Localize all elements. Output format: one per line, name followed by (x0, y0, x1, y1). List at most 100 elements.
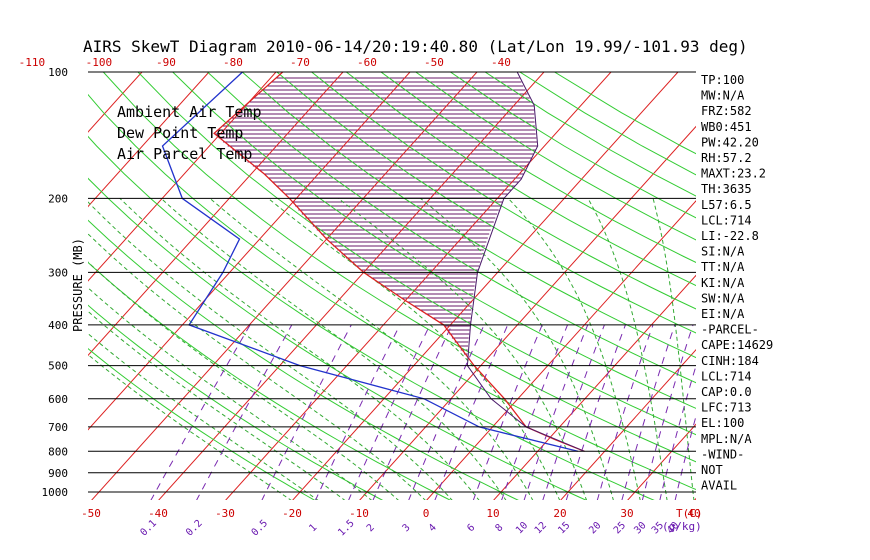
pressure-tick-label: 600 (48, 393, 68, 406)
mixing-ratio-line (348, 324, 431, 500)
dry-adiabat-line (380, 72, 696, 264)
mixing-ratio-tick-label: 1 (307, 522, 319, 534)
legend: Ambient Air Temp Dew Point Temp Air Parc… (117, 103, 262, 163)
stat-item: -PARCEL- (701, 323, 759, 337)
stat-item: CAPE:14629 (701, 338, 773, 352)
legend-ambient-air-temp: Ambient Air Temp (117, 103, 262, 121)
pressure-tick-label: 100 (48, 66, 68, 79)
dry-adiabat-line (88, 348, 316, 500)
isotherm-line (761, 72, 870, 501)
mixing-ratio-line (501, 324, 568, 500)
bottom-temp-tick-label: 30 (620, 507, 633, 520)
stat-item: -WIND- (701, 447, 744, 461)
mixing-ratio-tick-label: 0.1 (138, 518, 159, 539)
bottom-temp-tick-label: 0 (423, 507, 430, 520)
stat-item: EL:100 (701, 416, 744, 430)
stat-item: LFC:713 (701, 401, 752, 415)
mixing-ratio-tick-label: 15 (556, 520, 572, 536)
mixing-ratio-tick-label: 4 (427, 522, 439, 534)
mixing-ratio-tick-label: 12 (533, 520, 549, 536)
moist-adiabat-line (267, 198, 561, 500)
pressure-tick-label: 1000 (42, 486, 69, 499)
moist-adiabat-line (119, 198, 480, 500)
moist-adiabat-line (507, 198, 641, 500)
pressure-tick-label: 300 (48, 266, 68, 279)
stat-item: MW:N/A (701, 89, 745, 103)
mixing-ratio-tick-label: 25 (612, 520, 628, 536)
bottom-temp-tick-label: -10 (349, 507, 369, 520)
isotherm-line (88, 72, 277, 282)
stat-item: CINH:184 (701, 354, 759, 368)
isotherm-line (0, 72, 75, 501)
pressure-tick-label: 900 (48, 467, 68, 480)
isotherm-line (292, 72, 679, 500)
top-temp-tick-label: -100 (86, 56, 113, 69)
dew-point-temp-line (161, 72, 578, 452)
bottom-temp-tick-label: -40 (148, 507, 168, 520)
stat-item: RH:57.2 (701, 151, 752, 165)
dry-adiabat-line (172, 72, 696, 409)
chart-title: AIRS SkewT Diagram 2010-06-14/20:19:40.8… (83, 37, 748, 56)
isotherm-line (88, 72, 210, 208)
moist-adiabat-line (88, 287, 373, 500)
isotherm-line (88, 72, 344, 357)
mixing-ratio-line (659, 364, 696, 500)
mixing-ratio-tick-label: 10 (514, 520, 530, 536)
stat-item: SI:N/A (701, 245, 745, 259)
moist-adiabat-line (420, 198, 614, 500)
dry-adiabat-line (88, 135, 655, 500)
stat-item: CAP:0.0 (701, 385, 752, 399)
stat-item: TH:3635 (701, 182, 752, 196)
top-temp-tick-label: -50 (424, 56, 444, 69)
mixing-ratio-line (408, 324, 485, 500)
mixing-ratio-line (674, 414, 696, 500)
y-axis-label: PRESSURE (MB) (71, 238, 85, 332)
dry-adiabat-line (311, 72, 696, 310)
stat-item: TT:N/A (701, 260, 745, 274)
dry-adiabat-line (88, 177, 587, 500)
mixing-ratio-tick-label: 0.5 (250, 518, 271, 539)
mixing-ratio-line (523, 324, 589, 500)
mixing-ratio-line (596, 324, 654, 500)
mixing-ratio-line (621, 324, 676, 500)
mixing-ratio-tick-label: 3 (401, 522, 413, 534)
stat-item: LI:-22.8 (701, 229, 759, 243)
stat-item: MAXT:23.2 (701, 167, 766, 181)
dry-adiabat-line (207, 72, 696, 384)
bottom-temp-tick-label: 40 (687, 507, 700, 520)
isotherm-line (91, 72, 478, 500)
top-temp-tick-label: -40 (491, 56, 511, 69)
pressure-tick-label: 400 (48, 319, 68, 332)
pressure-tick-label: 800 (48, 445, 68, 458)
stat-item: MPL:N/A (701, 432, 752, 446)
stat-item: WB0:451 (701, 120, 752, 134)
bottom-unit-label: T(C) (676, 507, 703, 520)
stat-item: KI:N/A (701, 276, 745, 290)
stat-item: PW:42.20 (701, 135, 759, 149)
dry-adiabat-line (102, 72, 696, 463)
mixing-ratio-line (314, 324, 401, 500)
air-parcel-temp-line (466, 72, 585, 452)
bottom-temp-tick-label: 10 (486, 507, 499, 520)
dry-adiabat-line (345, 72, 696, 287)
mixing-ratio-line (196, 324, 293, 500)
isotherm-line (225, 72, 612, 500)
stat-item: LCL:714 (701, 213, 752, 227)
top-temp-tick-label: -60 (357, 56, 377, 69)
plot-area (0, 72, 870, 501)
moist-adiabat-line (88, 233, 426, 500)
mixing-ratio-line (542, 324, 605, 500)
stat-item: EI:N/A (701, 307, 745, 321)
top-temp-tick-label: -70 (290, 56, 310, 69)
isotherm-line (158, 72, 545, 500)
moist-adiabat-line (88, 310, 346, 500)
mixing-ratio-line (372, 324, 453, 500)
mixing-ratio-tick-label: 1.5 (336, 518, 357, 539)
dry-adiabat-line (484, 72, 696, 197)
pressure-tick-label: 200 (48, 192, 68, 205)
mixing-unit-label: (g/kg) (662, 520, 702, 533)
mixing-ratio-line (641, 324, 694, 500)
mixing-ratio-tick-label: 6 (465, 522, 477, 534)
stat-item: LCL:714 (701, 369, 752, 383)
